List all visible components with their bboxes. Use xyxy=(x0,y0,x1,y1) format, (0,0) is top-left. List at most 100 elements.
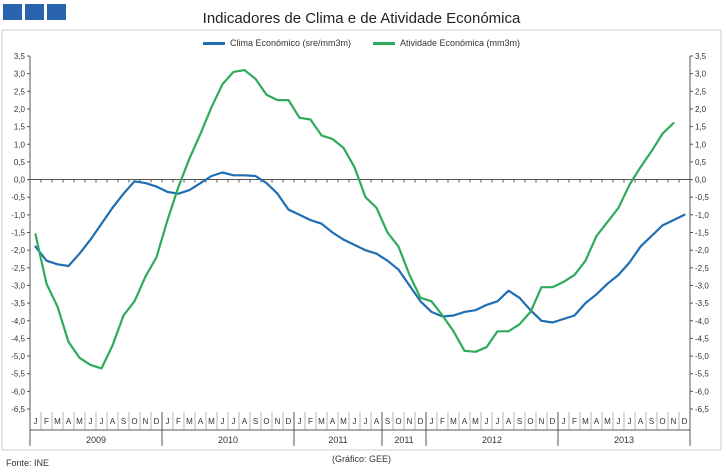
month-label: M xyxy=(450,417,457,426)
month-label: O xyxy=(659,417,665,426)
y-tick-label-right: 0,5 xyxy=(695,158,707,167)
month-label: A xyxy=(110,417,116,426)
month-label: O xyxy=(263,417,269,426)
year-label: 2011 xyxy=(328,435,347,445)
y-tick-label-left: -4,0 xyxy=(11,317,25,326)
series-line-clima xyxy=(34,171,686,324)
y-tick-label-left: 3,0 xyxy=(14,70,26,79)
month-label: J xyxy=(617,417,621,426)
y-tick-label-right: -6,0 xyxy=(695,387,709,396)
y-tick-label-left: -6,0 xyxy=(11,387,25,396)
month-label: M xyxy=(318,417,325,426)
y-tick-label-right: 0,0 xyxy=(695,176,707,185)
y-tick-label-right: -0,5 xyxy=(695,193,709,202)
y-tick-label-left: 0,5 xyxy=(14,158,26,167)
month-label: J xyxy=(562,417,566,426)
y-tick-label-right: -3,5 xyxy=(695,299,709,308)
month-label: A xyxy=(594,417,600,426)
y-tick-label-left: 2,5 xyxy=(14,87,26,96)
month-label: S xyxy=(121,417,126,426)
month-label: M xyxy=(76,417,83,426)
chart-title: Indicadores de Clima e de Atividade Econ… xyxy=(202,10,521,27)
month-label: F xyxy=(440,417,445,426)
month-label: M xyxy=(472,417,479,426)
source-note: Fonte: INE xyxy=(6,458,50,468)
month-label: N xyxy=(143,417,149,426)
month-label: A xyxy=(638,417,644,426)
y-tick-label-left: -4,5 xyxy=(11,334,25,343)
y-tick-label-left: -2,0 xyxy=(11,246,25,255)
y-tick-label-right: 1,0 xyxy=(695,140,707,149)
y-tick-label-right: -5,5 xyxy=(695,370,709,379)
chart-legend: Clima Económico (sre/mm3m) Atividade Eco… xyxy=(0,38,723,48)
y-tick-label-left: -6,5 xyxy=(11,405,25,414)
y-tick-label-right: 3,5 xyxy=(695,52,707,61)
month-label: A xyxy=(242,417,248,426)
y-tick-label-left: -5,0 xyxy=(11,352,25,361)
y-tick-label-right: -3,0 xyxy=(695,281,709,290)
month-label: J xyxy=(364,417,368,426)
y-tick-label-right: -2,5 xyxy=(695,264,709,273)
month-label: J xyxy=(221,417,225,426)
y-tick-label-right: 1,5 xyxy=(695,123,707,132)
y-tick-label-right: 2,0 xyxy=(695,105,707,114)
y-tick-label-right: 3,0 xyxy=(695,70,707,79)
month-label: D xyxy=(418,417,424,426)
legend-label-atividade: Atividade Económica (mm3m) xyxy=(399,38,521,48)
logo-block-2 xyxy=(25,4,44,20)
y-tick-label-left: 3,5 xyxy=(14,52,26,61)
logo-block-3 xyxy=(47,4,66,20)
month-label: S xyxy=(253,417,258,426)
month-label: J xyxy=(34,417,38,426)
month-label: N xyxy=(539,417,545,426)
month-label: J xyxy=(496,417,500,426)
legend-label-clima: Clima Económico (sre/mm3m) xyxy=(229,38,351,48)
y-tick-label-right: -6,5 xyxy=(695,405,709,414)
month-label: J xyxy=(100,417,104,426)
month-label: S xyxy=(517,417,522,426)
year-label: 2012 xyxy=(482,435,502,445)
month-label: A xyxy=(506,417,512,426)
y-tick-label-left: 2,0 xyxy=(14,105,26,114)
month-label: A xyxy=(198,417,204,426)
y-tick-label-left: -1,5 xyxy=(11,229,25,238)
month-label: F xyxy=(572,417,577,426)
y-tick-label-left: -1,0 xyxy=(11,211,25,220)
chart-credit: (Gráfico: GEE) xyxy=(331,454,391,464)
month-label: S xyxy=(385,417,390,426)
month-label: O xyxy=(131,417,137,426)
month-label: N xyxy=(671,417,677,426)
month-label: O xyxy=(395,417,401,426)
y-tick-label-left: -5,5 xyxy=(11,370,25,379)
series-line-atividade xyxy=(34,68,675,370)
month-label: J xyxy=(232,417,236,426)
month-label: J xyxy=(628,417,632,426)
logo-block-1 xyxy=(3,4,22,20)
month-label: J xyxy=(485,417,489,426)
year-label: 2010 xyxy=(218,435,238,445)
month-label: F xyxy=(308,417,313,426)
legend-item-clima: Clima Económico (sre/mm3m) xyxy=(202,38,351,48)
month-label: J xyxy=(298,417,302,426)
month-label: A xyxy=(330,417,336,426)
year-label: 2009 xyxy=(86,435,106,445)
month-label: F xyxy=(176,417,181,426)
legend-swatch-atividade xyxy=(372,41,395,45)
month-label: D xyxy=(682,417,688,426)
month-label: M xyxy=(208,417,215,426)
month-label: M xyxy=(340,417,347,426)
legend-item-atividade: Atividade Económica (mm3m) xyxy=(372,38,521,48)
month-label: D xyxy=(154,417,160,426)
month-label: N xyxy=(407,417,413,426)
month-label: O xyxy=(527,417,533,426)
month-label: N xyxy=(275,417,281,426)
month-label: A xyxy=(462,417,468,426)
y-tick-label-right: 2,5 xyxy=(695,87,707,96)
month-label: A xyxy=(66,417,72,426)
month-label: S xyxy=(649,417,654,426)
y-tick-label-right: -4,5 xyxy=(695,334,709,343)
year-label: 2013 xyxy=(614,435,634,445)
month-label: D xyxy=(550,417,556,426)
y-tick-label-right: -1,0 xyxy=(695,211,709,220)
